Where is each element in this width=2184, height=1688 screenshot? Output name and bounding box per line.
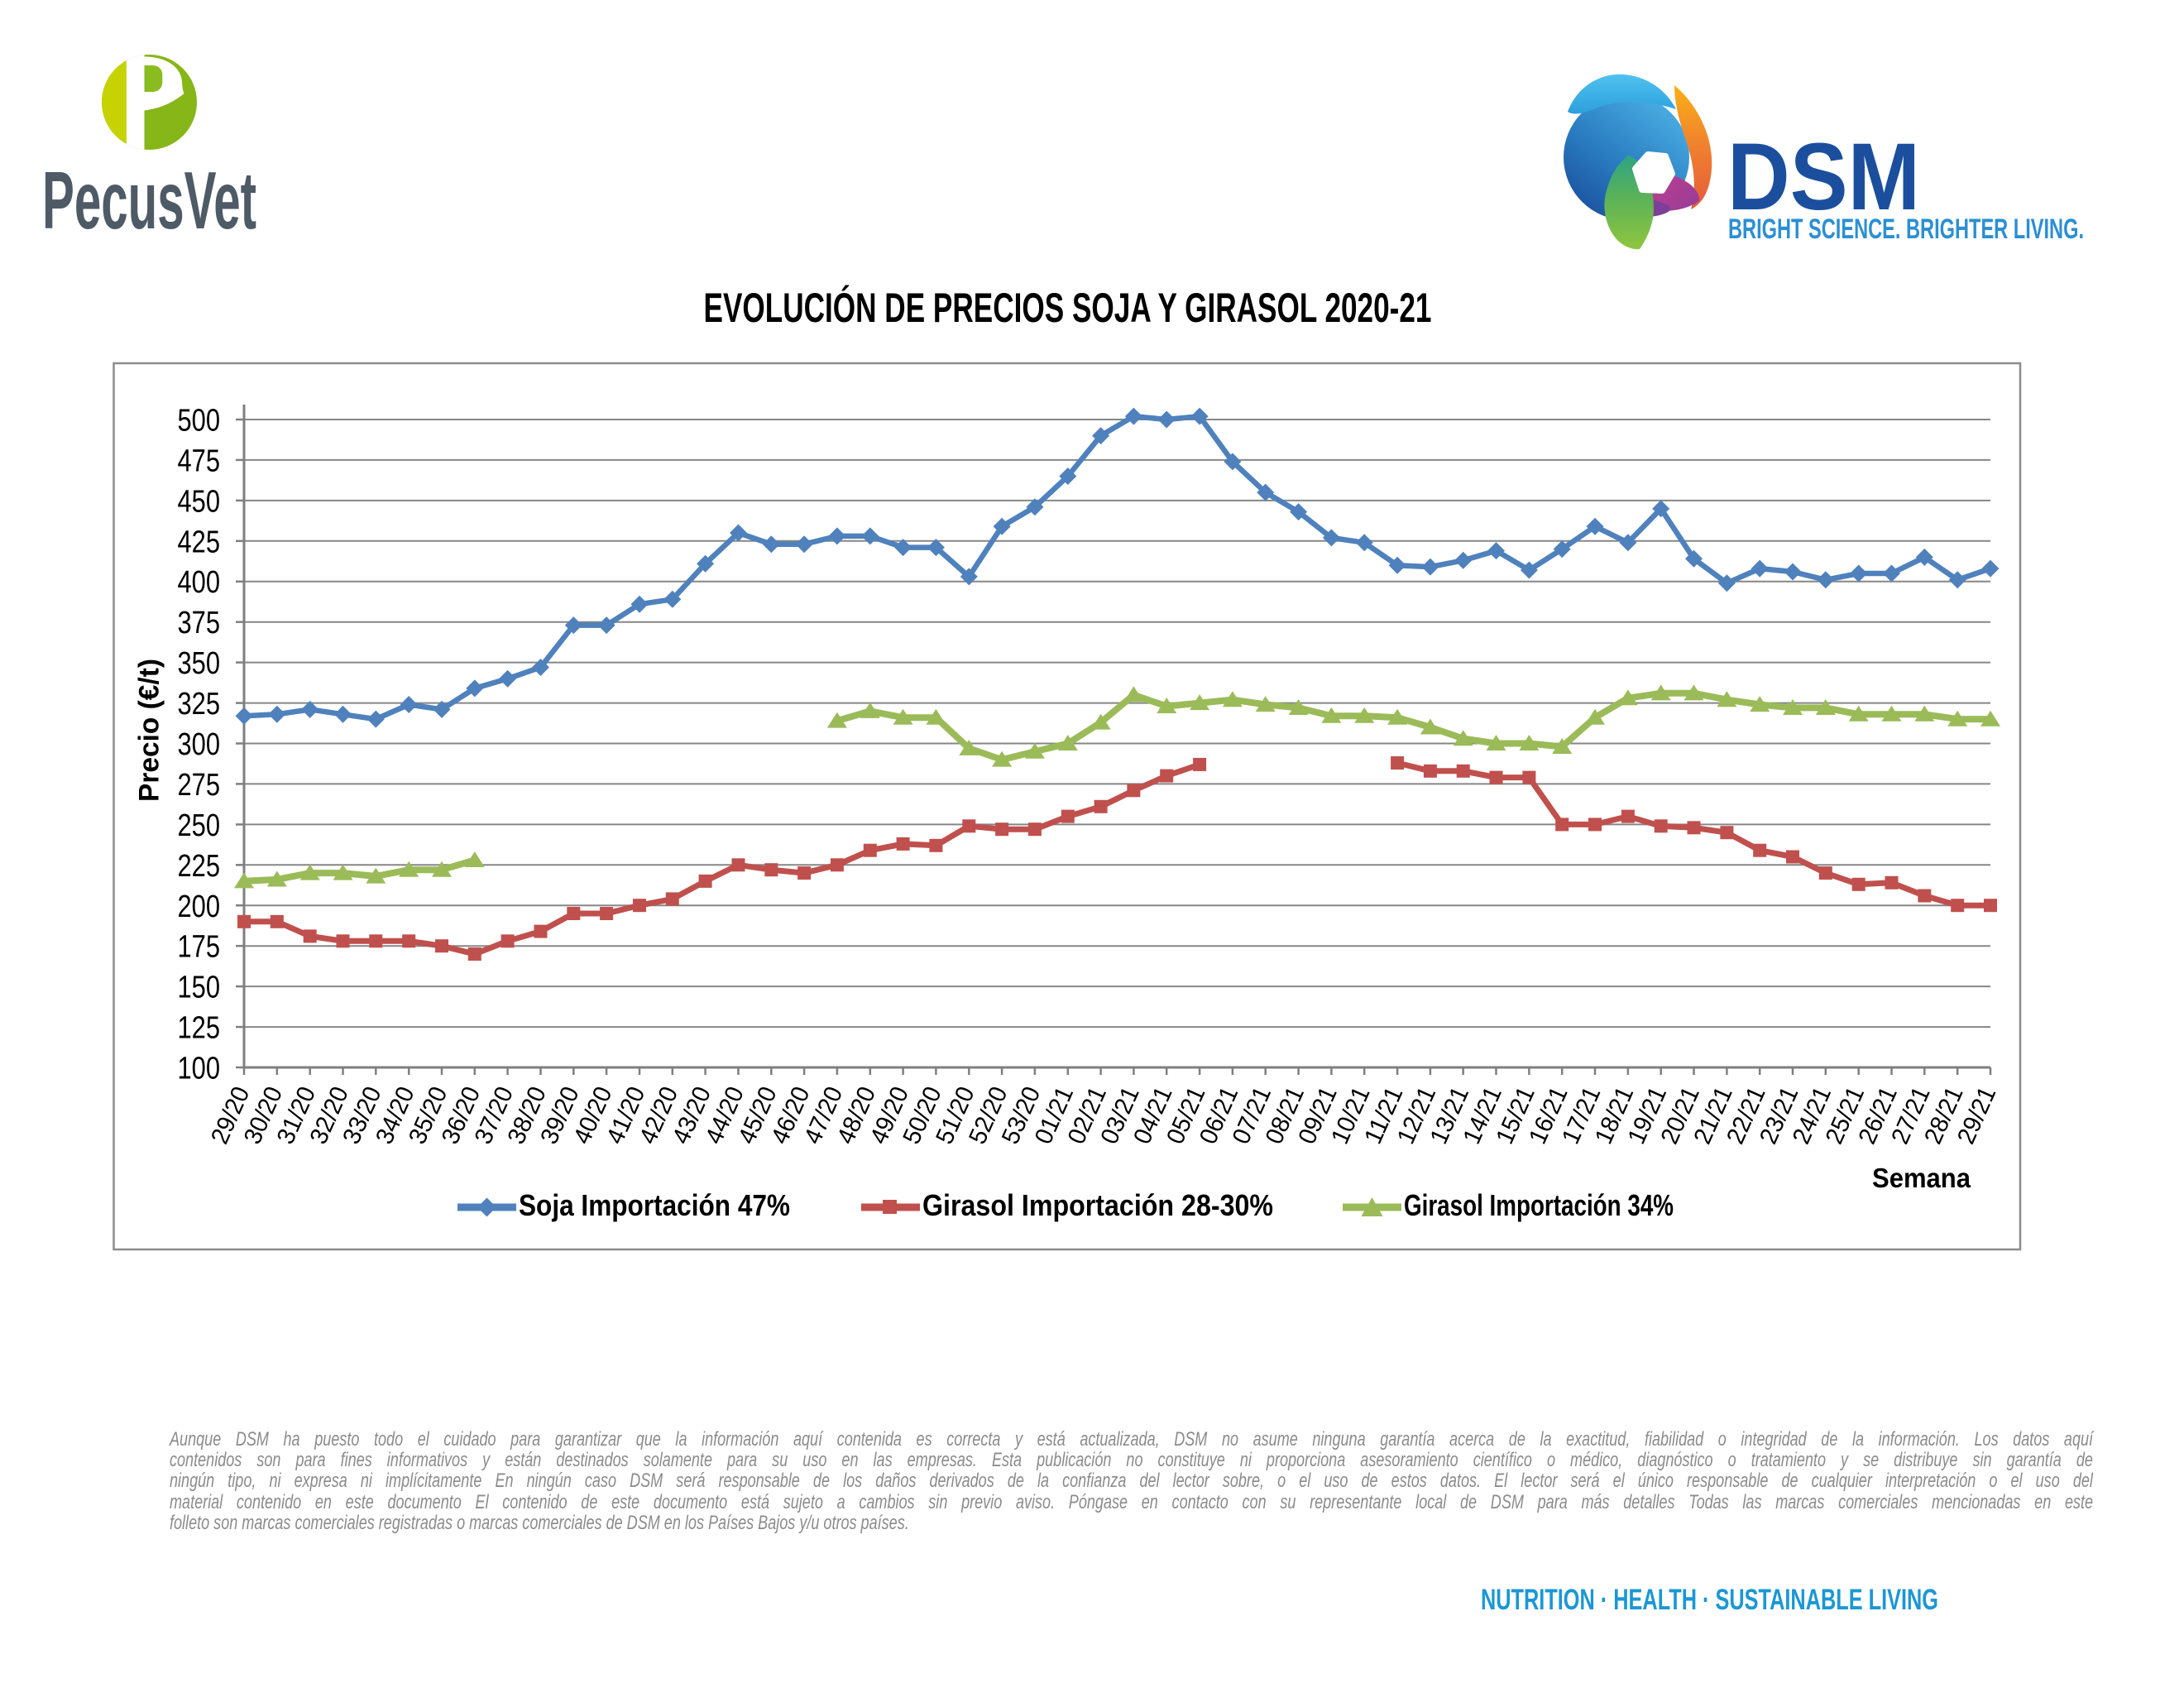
svg-text:EVOLUCIÓN DE PRECIOS SOJA Y GI: EVOLUCIÓN DE PRECIOS SOJA Y GIRASOL 2020… <box>704 285 1432 331</box>
svg-text:275: 275 <box>178 768 221 803</box>
svg-text:350: 350 <box>178 646 221 681</box>
svg-text:475: 475 <box>178 444 221 478</box>
svg-text:175: 175 <box>178 930 221 965</box>
svg-text:375: 375 <box>178 606 221 640</box>
svg-text:Girasol Importación 28-30%: Girasol Importación 28-30% <box>922 1188 1273 1222</box>
svg-text:325: 325 <box>178 687 221 722</box>
svg-text:225: 225 <box>178 849 221 884</box>
svg-text:Girasol Importación 34%: Girasol Importación 34% <box>1404 1188 1674 1222</box>
svg-text:PecusVet: PecusVet <box>42 155 256 246</box>
svg-text:300: 300 <box>178 727 221 762</box>
svg-text:400: 400 <box>178 565 221 600</box>
svg-text:BRIGHT SCIENCE. BRIGHTER LIVIN: BRIGHT SCIENCE. BRIGHTER LIVING. <box>1728 213 2084 245</box>
svg-text:NUTRITION · HEALTH · SUSTAINAB: NUTRITION · HEALTH · SUSTAINABLE LIVING <box>1481 1584 1938 1616</box>
svg-text:125: 125 <box>178 1011 221 1046</box>
svg-text:100: 100 <box>178 1052 221 1086</box>
svg-text:450: 450 <box>178 484 221 519</box>
svg-text:500: 500 <box>178 404 221 439</box>
svg-text:DSM: DSM <box>1727 124 1920 230</box>
svg-text:250: 250 <box>178 808 221 843</box>
svg-text:Precio (€/t): Precio (€/t) <box>134 659 165 802</box>
svg-text:425: 425 <box>178 525 221 559</box>
svg-text:Soja Importación 47%: Soja Importación 47% <box>519 1188 790 1222</box>
svg-text:150: 150 <box>178 971 221 1005</box>
svg-text:200: 200 <box>178 890 221 924</box>
svg-text:Semana: Semana <box>1872 1163 1971 1193</box>
